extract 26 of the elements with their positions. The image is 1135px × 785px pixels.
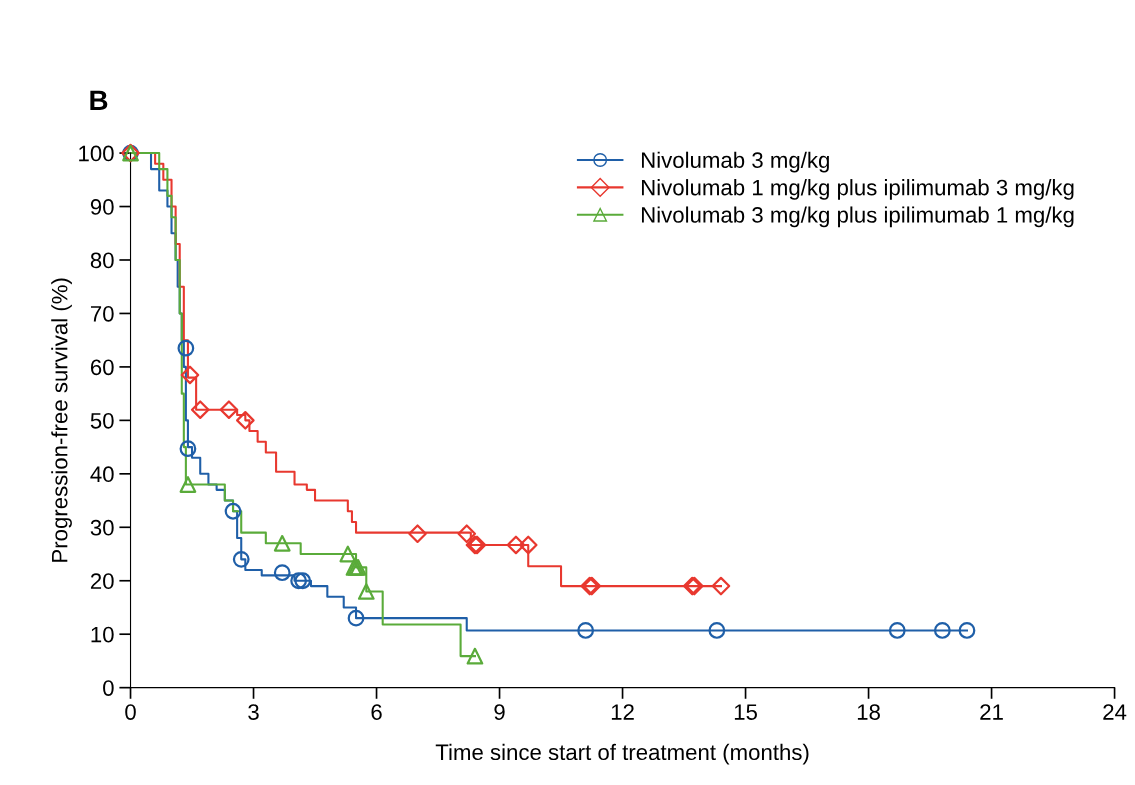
y-tick-label: 50: [90, 412, 114, 429]
y-tick-label: 70: [90, 305, 114, 322]
y-tick-label: 90: [90, 199, 114, 215]
x-tick-label: 3: [248, 704, 259, 720]
x-tick-label: 6: [371, 704, 382, 720]
x-tick-label: 21: [980, 704, 1003, 720]
y-tick-label: 80: [90, 252, 114, 269]
x-tick-label: 24: [1103, 704, 1127, 720]
x-tick-label: 9: [494, 704, 505, 720]
x-tick-label: 0: [125, 704, 136, 720]
legend-label: Nivolumab 3 mg/kg: [641, 151, 829, 173]
y-tick-label: 100: [79, 145, 114, 162]
x-tick-label: 15: [734, 704, 757, 720]
chart-title: B: [90, 90, 108, 110]
y-tick-label: 0: [103, 680, 114, 696]
y-tick-label: 30: [90, 519, 114, 536]
x-tick-label: 18: [857, 704, 880, 720]
y-tick-label: 60: [90, 359, 114, 376]
legend-label: Nivolumab 1 mg/kg plus ipilimumab 3 mg/kg: [641, 179, 1074, 200]
x-tick-label: 12: [611, 704, 634, 720]
y-tick-label: 10: [91, 626, 114, 643]
y-tick-label: 40: [90, 466, 114, 483]
y-axis-title: Progression-free survival (%): [51, 278, 72, 562]
legend-label: Nivolumab 3 mg/kg plus ipilimumab 1 mg/kg: [641, 206, 1074, 228]
x-axis-title: Time since start of treatment (months): [435, 743, 809, 765]
y-tick-label: 20: [90, 573, 114, 590]
